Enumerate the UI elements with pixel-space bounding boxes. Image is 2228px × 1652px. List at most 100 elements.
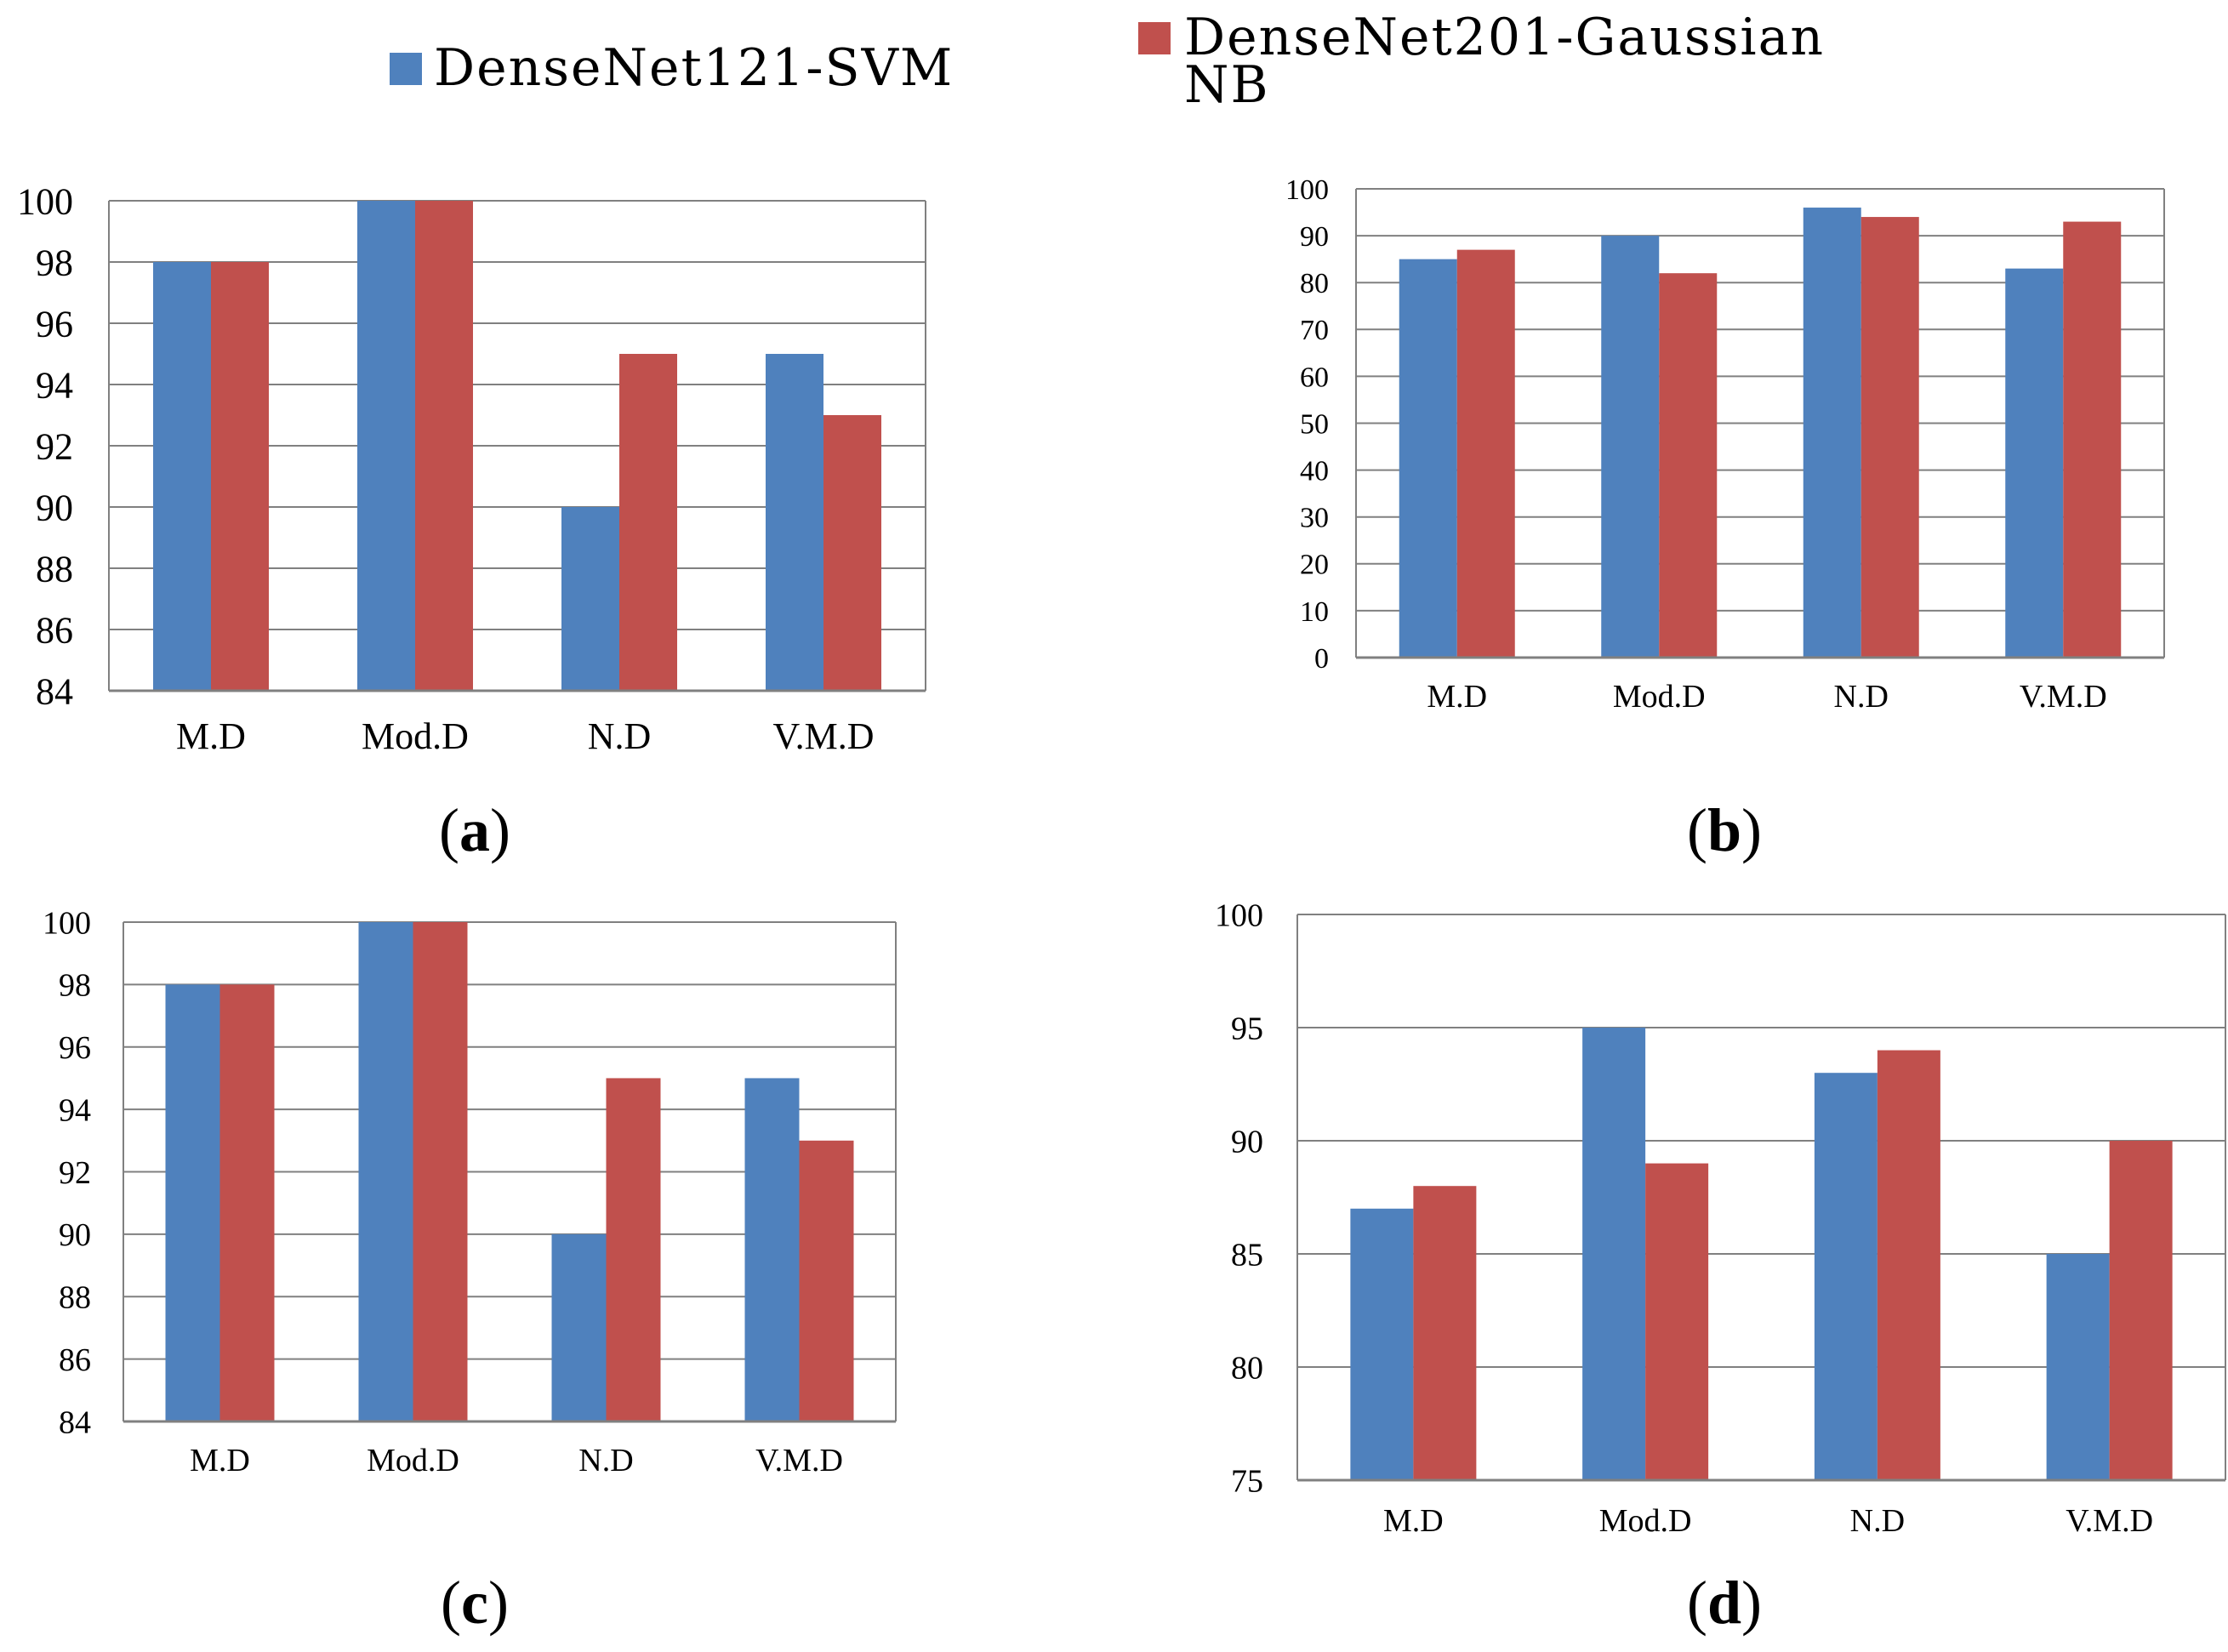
legend-label-series-b-line1: DenseNet201-Gaussian <box>1184 8 1825 67</box>
panel-caption-a: (a) <box>439 796 510 864</box>
x-category-label: Mod.D <box>1599 1503 1692 1539</box>
y-tick-label: 100 <box>43 905 91 941</box>
svg-text:(b): (b) <box>1687 796 1762 864</box>
panel-caption-a-letter: a <box>459 796 490 864</box>
x-category-label: V.M.D <box>772 715 874 757</box>
chart-panel-b: 0 10 20 30 40 50 60 70 80 90 100 M.D Mod.D N.D V.M.D <box>1285 174 2165 715</box>
chart-panel-c: 84 86 88 90 92 94 96 98 100 M.D Mod.D N.D V.M.D <box>43 905 897 1478</box>
y-tick-label: 90 <box>59 1217 91 1253</box>
x-category-label: M.D <box>176 715 246 757</box>
y-tick-label: 98 <box>59 968 91 1004</box>
legend-label-series-a: DenseNet121-SVM <box>434 38 954 98</box>
panel-caption-d-letter: d <box>1707 1569 1741 1637</box>
y-tick-label: 84 <box>59 1404 91 1440</box>
bar-densenet121-svm-md <box>1399 259 1457 658</box>
y-tick-label: 30 <box>1300 503 1329 534</box>
x-category-label: N.D <box>1834 679 1889 715</box>
panel-caption-c: (c) <box>441 1569 509 1637</box>
bar-densenet201-gaussian-nb-vmd <box>799 1140 854 1421</box>
x-category-label: Mod.D <box>362 715 469 757</box>
x-category-label: M.D <box>190 1443 250 1478</box>
bar-densenet121-svm-vmd <box>2046 1254 2110 1480</box>
bar-densenet201-gaussian-nb-nd <box>1877 1050 1940 1480</box>
y-tick-label: 88 <box>36 548 73 590</box>
panel-caption-d: (d) <box>1687 1569 1762 1637</box>
y-tick-label: 86 <box>36 609 73 651</box>
x-category-label: N.D <box>1850 1503 1905 1539</box>
y-tick-label: 95 <box>1231 1011 1263 1046</box>
svg-text:(d): (d) <box>1687 1569 1762 1637</box>
y-tick-label: 92 <box>36 425 73 467</box>
y-tick-label: 84 <box>36 670 73 712</box>
x-category-label: Mod.D <box>367 1443 459 1478</box>
y-tick-label: 75 <box>1231 1463 1263 1499</box>
bar-densenet201-gaussian-nb-modd <box>1645 1163 1709 1480</box>
bar-densenet121-svm-modd <box>1582 1028 1646 1480</box>
bar-densenet201-gaussian-nb-vmd <box>2109 1141 2173 1480</box>
x-category-label: V.M.D <box>2066 1503 2153 1539</box>
bar-densenet121-svm-md <box>1350 1208 1414 1480</box>
chart-panel-a: 84 86 88 90 92 94 96 98 100 M.D Mod.D N.D V.M.D <box>17 180 926 757</box>
bar-densenet121-svm-modd <box>1601 236 1660 658</box>
bar-densenet121-svm-vmd <box>766 354 823 691</box>
svg-text:(a): (a) <box>439 796 510 864</box>
bar-densenet121-svm-md <box>153 262 211 691</box>
bar-densenet201-gaussian-nb-modd <box>413 922 468 1421</box>
y-tick-label: 86 <box>59 1342 91 1378</box>
bar-densenet121-svm-md <box>165 984 220 1421</box>
y-tick-label: 10 <box>1300 596 1329 628</box>
x-category-label: N.D <box>588 715 652 757</box>
y-tick-label: 50 <box>1300 408 1329 440</box>
bar-densenet121-svm-nd <box>1803 208 1861 658</box>
y-tick-label: 40 <box>1300 456 1329 487</box>
legend-label-series-b-line2: NB <box>1184 55 1270 115</box>
chart-panel-d: 75 80 85 90 95 100 M.D Mod.D N.D V.M.D <box>1215 897 2226 1539</box>
y-tick-label: 60 <box>1300 362 1329 393</box>
bar-densenet121-svm-modd <box>358 922 413 1421</box>
bar-densenet201-gaussian-nb-modd <box>415 201 473 691</box>
bar-densenet121-svm-nd <box>551 1233 607 1421</box>
bar-densenet201-gaussian-nb-modd <box>1659 273 1718 658</box>
x-category-label: Mod.D <box>1613 679 1706 715</box>
y-tick-label: 96 <box>36 303 73 345</box>
panel-caption-b: (b) <box>1687 796 1762 864</box>
y-tick-label: 94 <box>59 1092 91 1128</box>
bar-densenet201-gaussian-nb-vmd <box>2063 221 2122 658</box>
y-tick-label: 88 <box>59 1280 91 1316</box>
x-category-label: V.M.D <box>2020 679 2107 715</box>
legend-swatch-series-b <box>1138 22 1171 54</box>
bar-densenet201-gaussian-nb-md <box>211 262 269 691</box>
svg-text:(c): (c) <box>441 1569 509 1637</box>
legend: DenseNet121-SVM DenseNet201-Gaussian NB <box>390 8 1825 115</box>
y-tick-label: 90 <box>36 487 73 528</box>
bar-densenet201-gaussian-nb-nd <box>1860 217 1919 658</box>
bar-densenet121-svm-nd <box>1814 1073 1878 1480</box>
bar-densenet121-svm-nd <box>561 507 619 691</box>
y-tick-label: 85 <box>1231 1237 1263 1273</box>
y-tick-label: 20 <box>1300 550 1329 581</box>
legend-swatch-series-a <box>390 53 422 85</box>
panel-caption-b-letter: b <box>1707 796 1741 864</box>
y-tick-label: 90 <box>1300 221 1329 253</box>
bar-densenet201-gaussian-nb-md <box>1456 249 1515 658</box>
bar-densenet121-svm-vmd <box>2005 268 2064 658</box>
y-tick-label: 100 <box>17 180 73 222</box>
panel-caption-c-letter: c <box>461 1569 488 1637</box>
y-tick-label: 70 <box>1300 315 1329 346</box>
y-tick-label: 0 <box>1314 643 1329 675</box>
x-category-label: M.D <box>1383 1503 1444 1539</box>
y-tick-label: 98 <box>36 242 73 283</box>
bar-densenet201-gaussian-nb-vmd <box>823 415 881 691</box>
bar-densenet201-gaussian-nb-md <box>219 984 275 1421</box>
bar-densenet201-gaussian-nb-nd <box>606 1078 661 1421</box>
y-tick-label: 80 <box>1231 1350 1263 1386</box>
x-category-label: V.M.D <box>755 1443 843 1478</box>
y-tick-label: 92 <box>59 1155 91 1191</box>
y-tick-label: 100 <box>1285 174 1329 206</box>
y-tick-label: 90 <box>1231 1124 1263 1159</box>
y-tick-label: 100 <box>1215 897 1263 933</box>
x-category-label: N.D <box>578 1443 633 1478</box>
x-category-label: M.D <box>1427 679 1487 715</box>
y-tick-label: 80 <box>1300 268 1329 299</box>
